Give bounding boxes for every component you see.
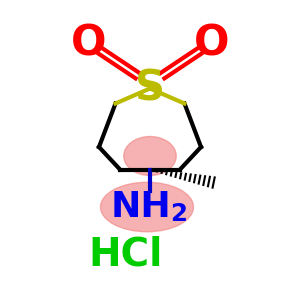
Ellipse shape [124,136,176,176]
Text: HCl: HCl [89,236,163,274]
Ellipse shape [100,182,194,232]
Text: O: O [194,22,229,64]
Text: O: O [71,22,106,64]
Text: S: S [135,68,165,110]
Text: NH: NH [111,190,171,224]
Text: 2: 2 [170,202,187,226]
